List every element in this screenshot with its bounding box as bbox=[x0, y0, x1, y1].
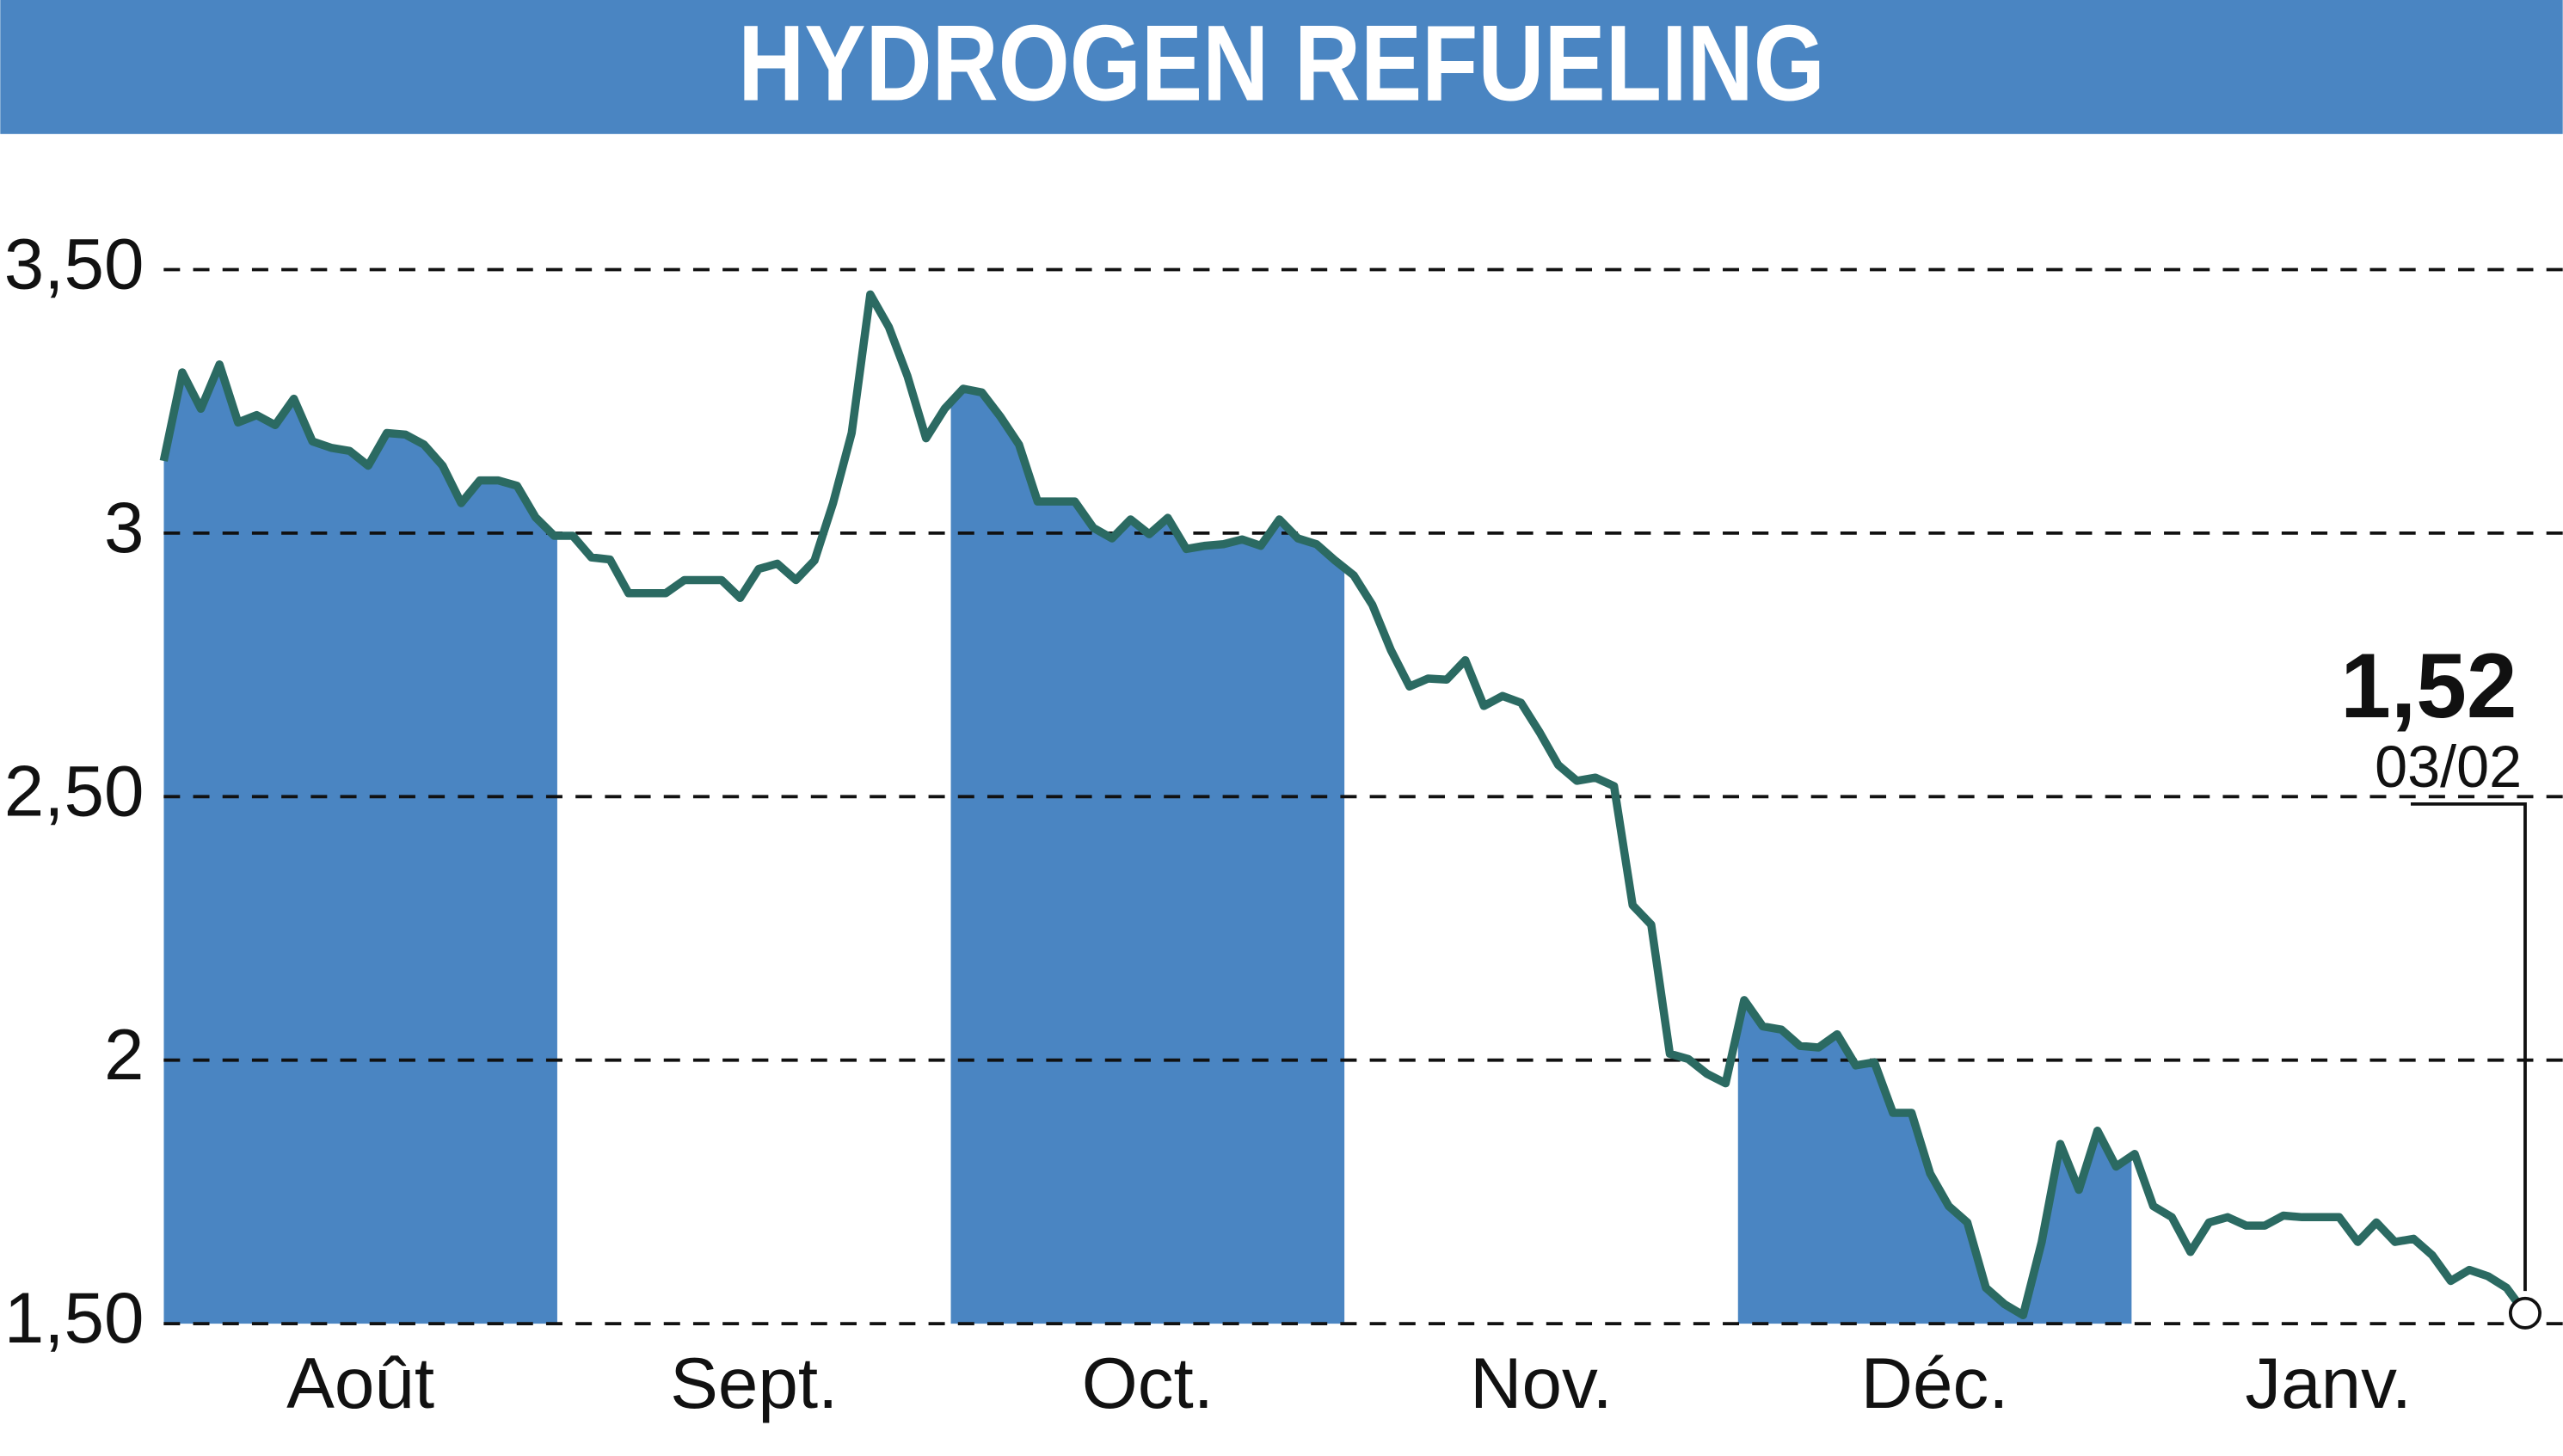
y-tick-label: 3,50 bbox=[4, 224, 144, 304]
callout-connector bbox=[2410, 802, 2527, 1292]
y-tick-label: 3 bbox=[104, 487, 144, 568]
y-tick-label: 2,50 bbox=[4, 750, 144, 831]
x-tick-label: Oct. bbox=[1082, 1342, 1214, 1423]
x-tick-label: Nov. bbox=[1470, 1342, 1613, 1423]
title-bar bbox=[0, 0, 2563, 134]
x-tick-label: Août bbox=[286, 1342, 434, 1423]
chart-title: HYDROGEN REFUELING bbox=[738, 3, 1825, 124]
price-line bbox=[159, 290, 2529, 1320]
last-date-label: 03/02 bbox=[2375, 734, 2522, 800]
x-tick-label: Sept. bbox=[670, 1342, 838, 1423]
last-point bbox=[2508, 1296, 2541, 1330]
y-tick-label: 1,50 bbox=[4, 1277, 144, 1358]
x-tick-label: Déc. bbox=[1861, 1342, 2009, 1423]
y-tick-label: 2 bbox=[104, 1014, 144, 1095]
last-value-label: 1,52 bbox=[2340, 635, 2517, 737]
x-tick-label: Janv. bbox=[2245, 1342, 2412, 1423]
shaded-area bbox=[163, 294, 2132, 1324]
